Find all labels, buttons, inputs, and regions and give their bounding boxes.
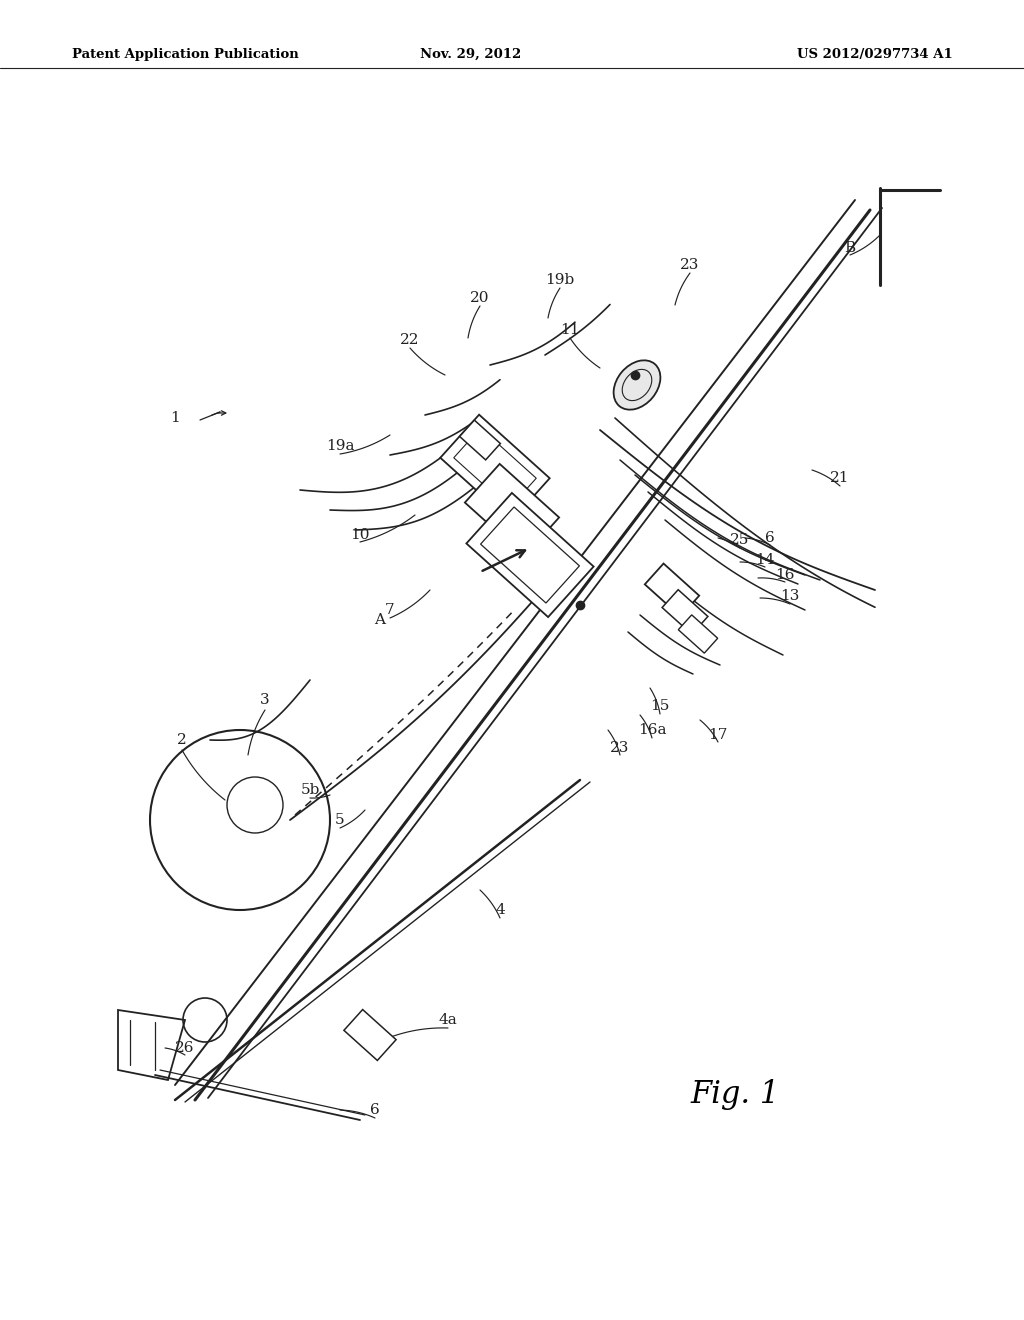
Polygon shape xyxy=(465,463,559,556)
Text: 19a: 19a xyxy=(326,440,354,453)
Text: A: A xyxy=(375,612,385,627)
Text: 16a: 16a xyxy=(638,723,667,737)
Polygon shape xyxy=(466,492,594,616)
Text: 2: 2 xyxy=(177,733,186,747)
Text: 15: 15 xyxy=(650,700,670,713)
Text: 19b: 19b xyxy=(546,273,574,286)
Text: US 2012/0297734 A1: US 2012/0297734 A1 xyxy=(797,48,952,61)
Polygon shape xyxy=(480,507,580,603)
Polygon shape xyxy=(440,414,550,521)
Text: 25: 25 xyxy=(730,533,750,546)
Text: 14: 14 xyxy=(756,553,775,568)
Text: 1: 1 xyxy=(170,411,180,425)
Polygon shape xyxy=(344,1010,396,1060)
Ellipse shape xyxy=(613,360,660,409)
Polygon shape xyxy=(678,615,718,653)
Text: Patent Application Publication: Patent Application Publication xyxy=(72,48,298,61)
Polygon shape xyxy=(663,590,708,635)
Text: 23: 23 xyxy=(680,257,699,272)
Text: 4a: 4a xyxy=(438,1012,458,1027)
Text: 4: 4 xyxy=(496,903,505,917)
Text: Nov. 29, 2012: Nov. 29, 2012 xyxy=(421,48,521,61)
Text: 6: 6 xyxy=(765,531,775,545)
Text: 20: 20 xyxy=(470,290,489,305)
Text: 10: 10 xyxy=(350,528,370,543)
Text: 17: 17 xyxy=(709,729,728,742)
Text: 23: 23 xyxy=(610,741,630,755)
Text: 6: 6 xyxy=(370,1104,380,1117)
Polygon shape xyxy=(460,420,501,459)
Text: Fig. 1: Fig. 1 xyxy=(690,1080,779,1110)
Text: 21: 21 xyxy=(830,471,850,484)
Text: 11: 11 xyxy=(560,323,580,337)
Text: 16: 16 xyxy=(775,568,795,582)
Text: 3: 3 xyxy=(260,693,269,708)
Text: 22: 22 xyxy=(400,333,420,347)
Text: 7: 7 xyxy=(385,603,395,616)
Text: 13: 13 xyxy=(780,589,800,603)
Text: 26: 26 xyxy=(175,1041,195,1055)
Polygon shape xyxy=(645,564,699,616)
Text: B: B xyxy=(845,242,856,255)
Polygon shape xyxy=(454,428,537,508)
Text: 5: 5 xyxy=(335,813,345,828)
Text: 5b: 5b xyxy=(300,783,319,797)
